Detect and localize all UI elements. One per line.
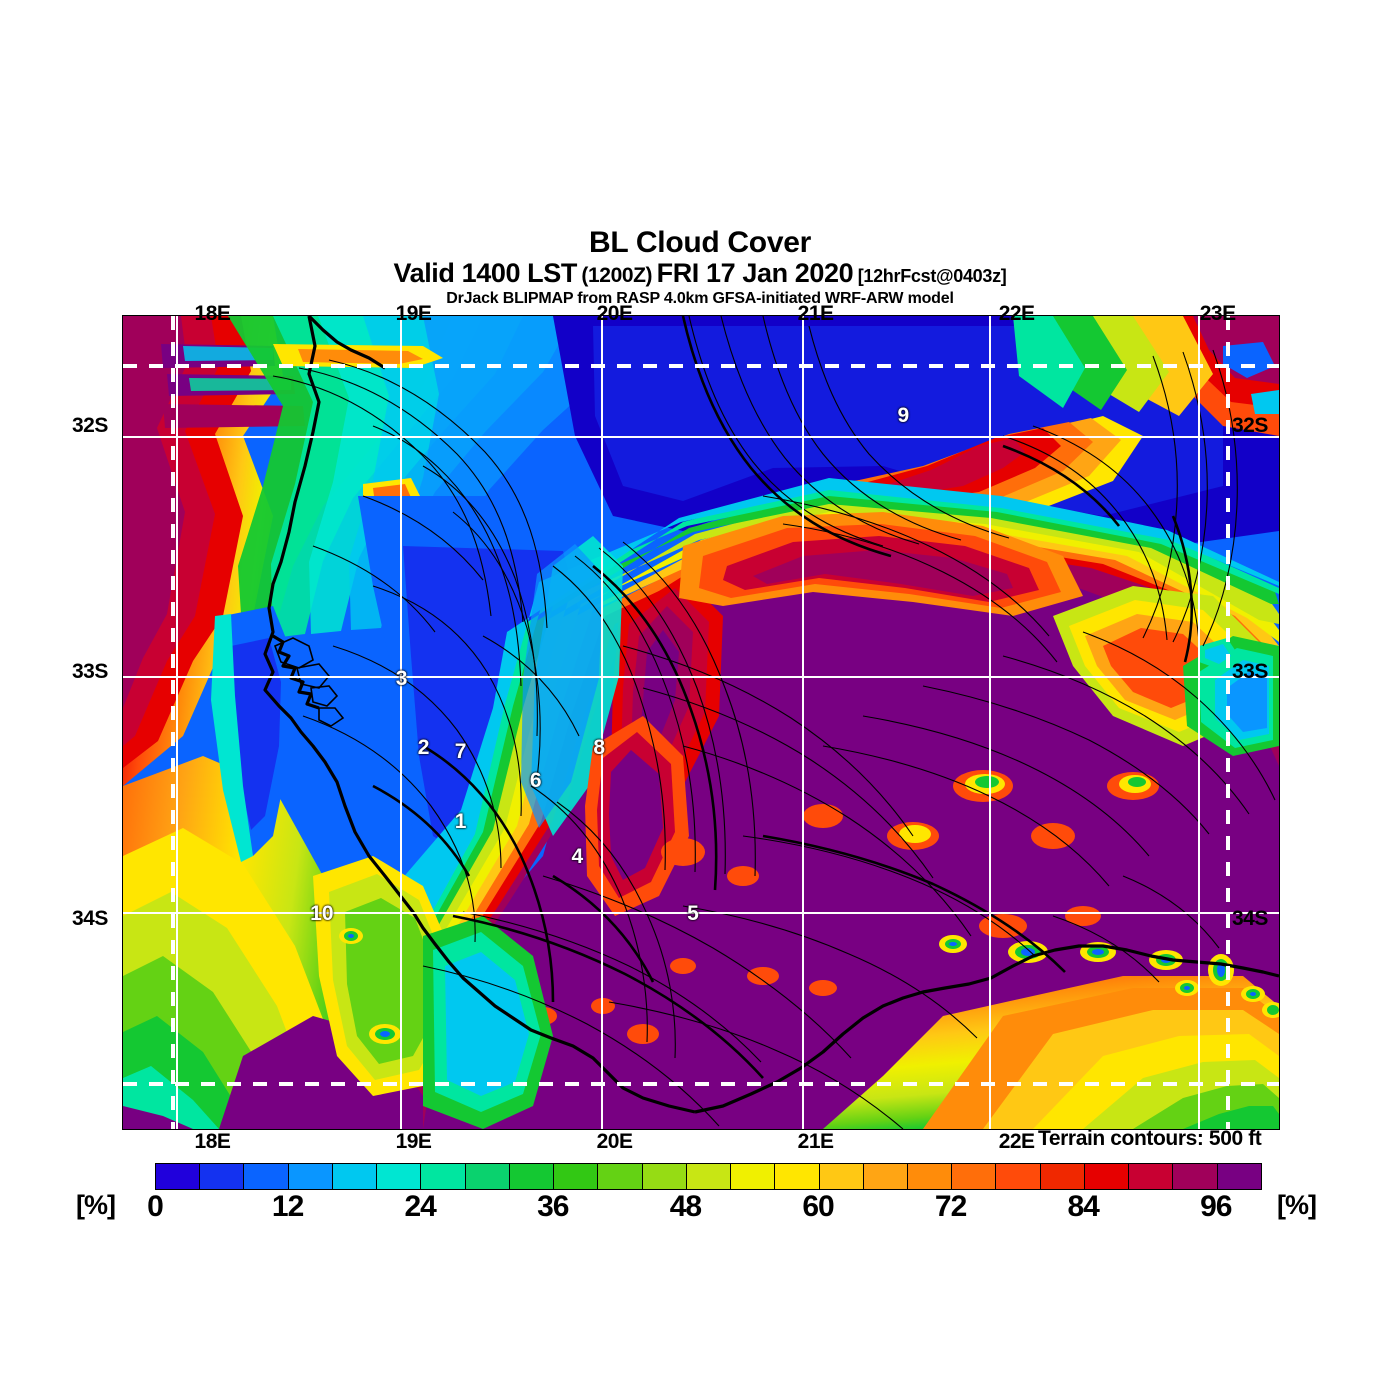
terrain-contour-note: Terrain contours: 500 ft	[1038, 1127, 1262, 1150]
axis-label-bottom-21E: 21E	[797, 1130, 834, 1153]
colorbar-tick-48: 48	[669, 1190, 702, 1223]
colorbar-band-2	[244, 1164, 289, 1189]
colorbar-band-9	[554, 1164, 599, 1189]
colorbar-band-3	[288, 1164, 333, 1189]
site-marker-2[interactable]: 2	[417, 735, 430, 759]
gridline-lon-23E	[1198, 316, 1200, 1129]
colorbar-tick-24: 24	[404, 1190, 437, 1223]
axis-label-left-34S: 34S	[72, 906, 108, 930]
page-title: BL Cloud Cover	[589, 226, 811, 259]
colorbar-band-8	[509, 1164, 555, 1189]
site-marker-3[interactable]: 3	[395, 667, 408, 691]
domain-boundary-west	[171, 316, 175, 1129]
valid-date: FRI 17 Jan 2020	[656, 258, 854, 288]
colorbar-band-14	[775, 1164, 820, 1189]
colorbar-tick-36: 36	[537, 1190, 569, 1223]
cloud-cover-map[interactable]: 1 2 3 4 5 6 7 8 9 10	[122, 315, 1280, 1130]
domain-boundary-east	[1226, 316, 1230, 1129]
colorbar-band-24	[1217, 1164, 1261, 1189]
axis-label-top-22E: 22E	[998, 302, 1035, 325]
axis-label-left-32S: 32S	[72, 413, 108, 437]
axis-label-bottom-22E: 22E	[998, 1130, 1035, 1153]
valid-time-utc: (1200Z)	[581, 264, 653, 287]
axis-label-right-34S: 34S	[1232, 906, 1268, 930]
site-marker-5[interactable]: 5	[687, 902, 699, 926]
colorbar-band-12	[686, 1164, 732, 1189]
colorbar-units-left: [%]	[76, 1190, 116, 1220]
site-marker-1[interactable]: 1	[454, 809, 467, 833]
axis-label-right-32S: 32S	[1232, 413, 1268, 437]
colorbar-tick-96: 96	[1200, 1190, 1232, 1223]
axis-label-bottom-18E: 18E	[194, 1130, 231, 1153]
colorbar-tick-84: 84	[1067, 1190, 1100, 1223]
colorbar-band-15	[819, 1164, 864, 1189]
colorbar-band-20	[1040, 1164, 1085, 1189]
colorbar-band-18	[952, 1164, 997, 1189]
colorbar-band-10	[598, 1164, 643, 1189]
domain-boundary-north	[123, 364, 1279, 368]
gridline-lon-20E	[601, 316, 603, 1129]
valid-time-line: Valid 1400 LST (1200Z) FRI 17 Jan 2020 […	[0, 260, 1400, 287]
model-description: DrJack BLIPMAP from RASP 4.0km GFSA-init…	[446, 290, 954, 307]
colorbar-band-21	[1084, 1164, 1130, 1189]
colorbar-units-right: [%]	[1277, 1190, 1317, 1220]
colorbar-band-16	[863, 1164, 908, 1189]
axis-label-bottom-20E: 20E	[596, 1130, 633, 1153]
colorbar-band-1	[200, 1164, 245, 1189]
colorbar-band-7	[465, 1164, 510, 1189]
colorbar-tick-12: 12	[271, 1190, 304, 1223]
colorbar-band-6	[421, 1164, 466, 1189]
site-marker-4[interactable]: 4	[571, 845, 584, 869]
axis-label-top-21E: 21E	[797, 302, 834, 325]
colorbar-band-22	[1129, 1164, 1174, 1189]
site-marker-7[interactable]: 7	[454, 739, 467, 763]
colorbar-band-4	[332, 1164, 378, 1189]
chart-title-block: BL Cloud Cover Valid 1400 LST (1200Z) FR…	[0, 228, 1400, 308]
axis-label-top-19E: 19E	[395, 302, 432, 325]
colorbar-band-19	[996, 1164, 1041, 1189]
colorbar-band-5	[377, 1164, 422, 1189]
axis-label-top-20E: 20E	[596, 302, 633, 325]
site-marker-10[interactable]: 10	[310, 902, 334, 926]
gridline-lon-22E	[989, 316, 991, 1129]
site-marker-9[interactable]: 9	[897, 403, 910, 427]
gridline-lon-21E	[802, 316, 804, 1129]
colorbar-legend: [%] [%] 0 12 24 36 48 60 72 84 96	[0, 1160, 1400, 1240]
gridline-lon-19E	[400, 316, 402, 1129]
axis-label-left-33S: 33S	[72, 660, 108, 684]
site-marker-6[interactable]: 6	[529, 769, 542, 793]
colorbar-band-23	[1173, 1164, 1218, 1189]
colorbar-band-0	[156, 1164, 201, 1189]
colorbar-tick-0: 0	[147, 1190, 164, 1223]
gridline-lat-32S	[123, 436, 1279, 438]
colorbar-band-17	[907, 1164, 953, 1189]
gridline-lon-18E	[176, 316, 178, 1129]
axis-label-top-23E: 23E	[1199, 302, 1236, 325]
gridline-lat-33S	[123, 676, 1279, 678]
valid-time-prefix: Valid 1400 LST	[393, 258, 577, 288]
domain-boundary-south	[123, 1082, 1279, 1086]
axis-label-bottom-19E: 19E	[395, 1130, 432, 1153]
gridline-lat-34S	[123, 912, 1279, 914]
site-marker-8[interactable]: 8	[593, 735, 606, 759]
colorbar-band-11	[642, 1164, 687, 1189]
colorbar-tick-72: 72	[934, 1190, 967, 1223]
forecast-tag: [12hrFcst@0403z]	[857, 266, 1007, 286]
colorbar-tick-60: 60	[802, 1190, 834, 1223]
axis-label-right-33S: 33S	[1232, 660, 1268, 684]
axis-label-top-18E: 18E	[194, 302, 231, 325]
colorbar-band-13	[731, 1164, 776, 1189]
colorbar-strip[interactable]	[155, 1163, 1262, 1190]
